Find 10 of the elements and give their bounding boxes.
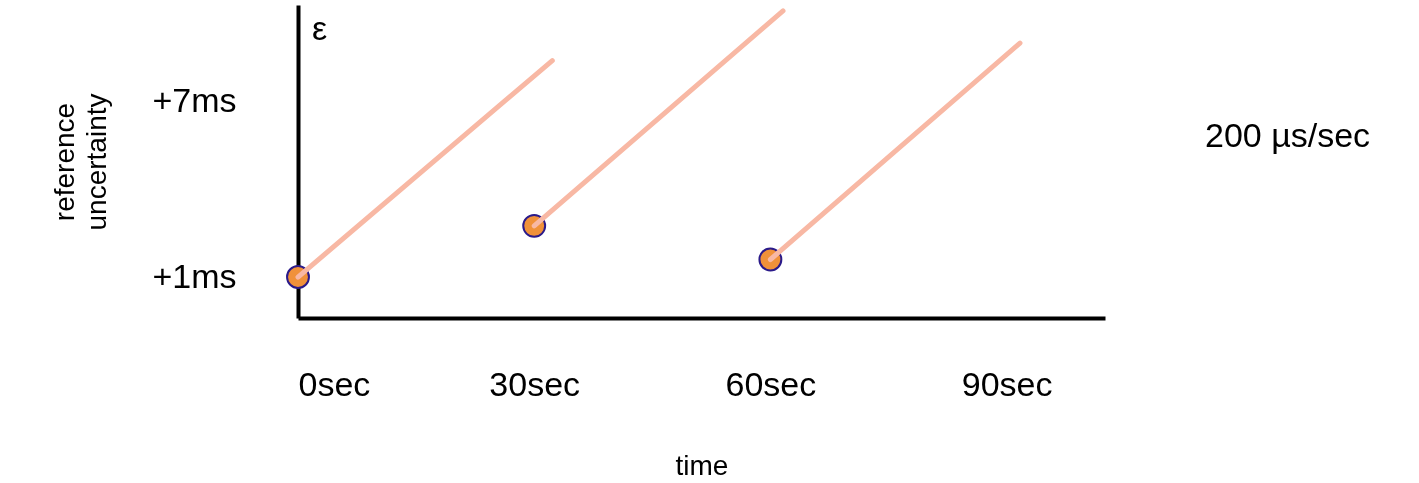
annotation: ε	[312, 9, 328, 47]
y-tick-label: +7ms	[152, 81, 237, 120]
y-tick-label: +1ms	[152, 256, 237, 295]
x-tick-label: 90sec	[961, 364, 1053, 403]
x-tick-label: 30sec	[489, 364, 581, 403]
x-tick-label: 0sec	[298, 364, 371, 403]
x-axis-title: time	[675, 449, 729, 481]
text: 200 µs/sec	[1205, 116, 1371, 154]
x-tick-label: 60sec	[725, 364, 817, 403]
y-axis-title: reference uncertainty	[49, 93, 113, 231]
